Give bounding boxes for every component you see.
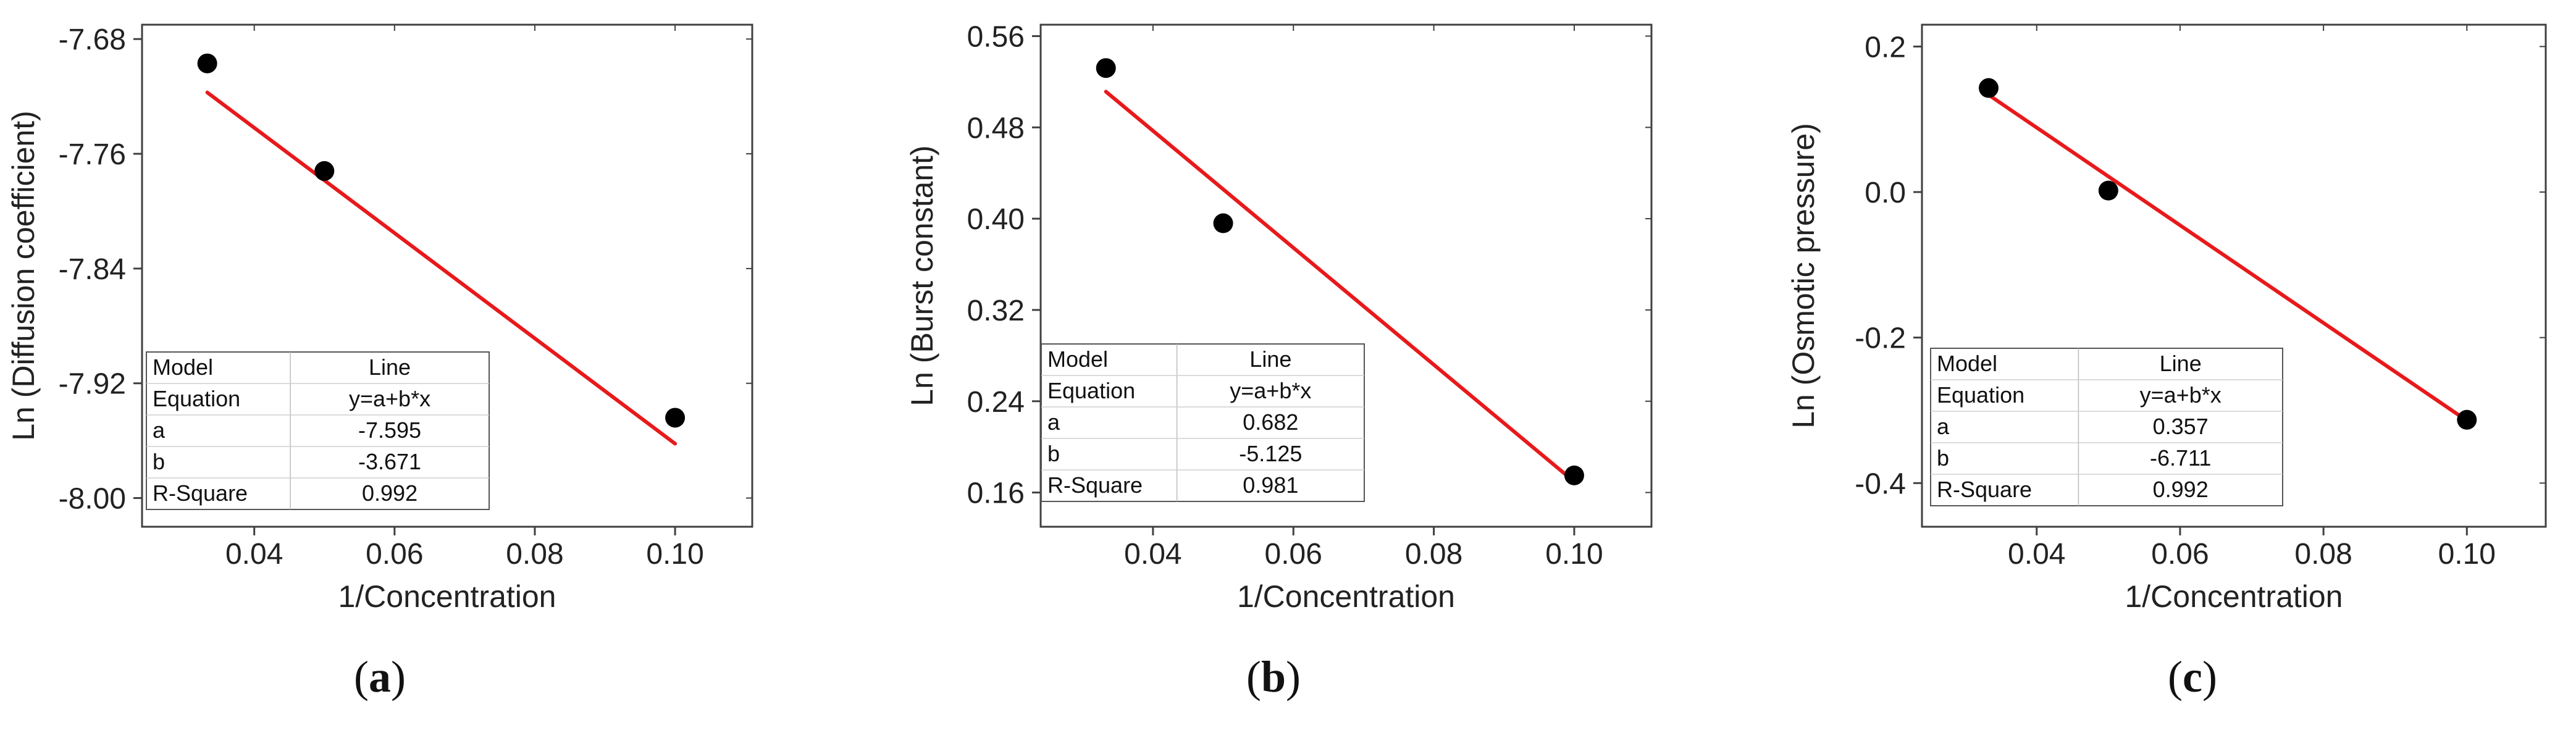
y-axis-label: Ln (Diffusion coefficient) <box>6 111 41 441</box>
fit-table-key: Model <box>1937 351 1997 376</box>
fit-table-value: 0.682 <box>1243 409 1298 435</box>
fit-table-value: -7.595 <box>358 417 421 443</box>
fit-line <box>205 90 678 446</box>
x-tick-label: 0.06 <box>1265 538 1322 571</box>
y-tick-label: 0.40 <box>967 203 1025 236</box>
x-tick-label: 0.06 <box>366 538 423 571</box>
fit-table-border <box>1930 348 2283 506</box>
fit-table-key: Model <box>1047 346 1108 372</box>
fit-table-key: R-Square <box>153 480 248 506</box>
data-point <box>665 408 686 428</box>
fit-table-value: 0.992 <box>362 480 417 506</box>
data-point <box>2098 180 2118 201</box>
y-tick-label: -0.4 <box>1855 467 1906 500</box>
x-tick-label: 0.08 <box>2294 538 2352 571</box>
data-point <box>1978 78 1999 98</box>
y-tick-label: 0.48 <box>967 112 1025 145</box>
y-tick-label: 0.24 <box>967 386 1025 419</box>
y-axis-label: Ln (Osmotic pressure) <box>1786 123 1821 429</box>
y-axis-label: Ln (Burst constant) <box>905 145 939 406</box>
y-tick-label: 0.16 <box>967 477 1025 510</box>
fit-table-key: a <box>1047 409 1060 435</box>
data-point <box>1213 213 1233 233</box>
fit-table-value: 0.357 <box>2153 414 2209 439</box>
x-tick-label: 0.10 <box>2438 538 2496 571</box>
fit-table-value: y=a+b*x <box>2140 382 2221 408</box>
fit-table-key: b <box>1047 441 1060 466</box>
fit-table-key: b <box>153 449 165 474</box>
x-tick-label: 0.04 <box>2008 538 2065 571</box>
fit-table-value: y=a+b*x <box>1230 378 1311 403</box>
data-point <box>1096 58 1116 78</box>
fit-table-value: 0.992 <box>2153 477 2209 502</box>
x-tick-label: 0.08 <box>1405 538 1462 571</box>
fit-table-value: Line <box>369 354 411 380</box>
fit-table-value: -3.671 <box>358 449 421 474</box>
fit-table-value: 0.981 <box>1243 472 1298 498</box>
y-tick-label: 0.0 <box>1865 177 1906 209</box>
fit-table-key: a <box>153 417 166 443</box>
chart-panel-a: 0.04 0.06 0.08 0.10 -8.00 -7.92 -7.84 -7.76 -7.6… <box>6 23 753 702</box>
fit-table-key: a <box>1937 414 1950 439</box>
panel-caption: (b) <box>1246 652 1301 702</box>
y-tick-label: -7.84 <box>59 253 126 286</box>
y-tick-label: -7.76 <box>59 138 126 171</box>
data-point <box>2457 409 2477 430</box>
x-tick-label: 0.10 <box>646 538 703 571</box>
y-tick-label: -0.2 <box>1855 322 1906 355</box>
fit-table-key: b <box>1937 445 1949 471</box>
data-point <box>197 53 217 73</box>
x-tick-label: 0.04 <box>225 538 283 571</box>
fit-table-key: Model <box>153 354 213 380</box>
x-tick-label: 0.10 <box>1545 538 1603 571</box>
chart-panel-c: 0.04 0.06 0.08 0.10 -0.4 -0.2 0.0 0.2 1/Concentr… <box>1786 23 2547 702</box>
fit-parameter-table: Model Line Equation y=a+b*x a 0.357 b -6.711 R-S… <box>1930 348 2283 506</box>
y-tick-label: 0.2 <box>1865 31 1906 64</box>
fit-table-value: -6.711 <box>2150 445 2211 471</box>
panel-caption: (a) <box>354 652 406 702</box>
fit-table-key: Equation <box>1047 378 1135 403</box>
x-axis-label: 1/Concentration <box>338 579 556 614</box>
y-tick-label: 0.32 <box>967 295 1025 327</box>
fit-table-value: -5.125 <box>1239 441 1302 466</box>
fit-table-value: y=a+b*x <box>349 386 430 411</box>
x-axis-label: 1/Concentration <box>1237 579 1455 614</box>
fit-table-border <box>146 351 490 510</box>
x-axis-label: 1/Concentration <box>2125 579 2343 614</box>
fit-table-key: Equation <box>153 386 240 411</box>
fit-parameter-table: Model Line Equation y=a+b*x a 0.682 b -5.125 R-S… <box>1041 343 1365 502</box>
fit-line <box>1104 90 1576 484</box>
y-tick-label: -8.00 <box>59 483 126 516</box>
data-point <box>314 161 335 181</box>
fit-table-key: R-Square <box>1047 472 1143 498</box>
x-tick-label: 0.08 <box>506 538 563 571</box>
data-point <box>1564 465 1584 485</box>
x-tick-label: 0.04 <box>1124 538 1181 571</box>
chart-panel-b: 0.04 0.06 0.08 0.10 0.16 0.24 0.32 0.40 0.48 0.56… <box>905 20 1653 702</box>
panel-caption: (c) <box>2168 652 2217 702</box>
fit-table-key: R-Square <box>1937 477 2032 502</box>
fit-parameter-table: Model Line Equation y=a+b*x a -7.595 b -3.671 R-… <box>146 351 490 510</box>
fit-table-value: Line <box>1249 346 1291 372</box>
fit-table-value: Line <box>2160 351 2202 376</box>
fit-table-border <box>1041 343 1365 502</box>
y-tick-label: -7.92 <box>59 368 126 401</box>
y-tick-label: 0.56 <box>967 20 1025 53</box>
fit-table-key: Equation <box>1937 382 2024 408</box>
y-tick-label: -7.68 <box>59 23 126 56</box>
fit-line <box>1986 93 2469 423</box>
x-tick-label: 0.06 <box>2151 538 2209 571</box>
